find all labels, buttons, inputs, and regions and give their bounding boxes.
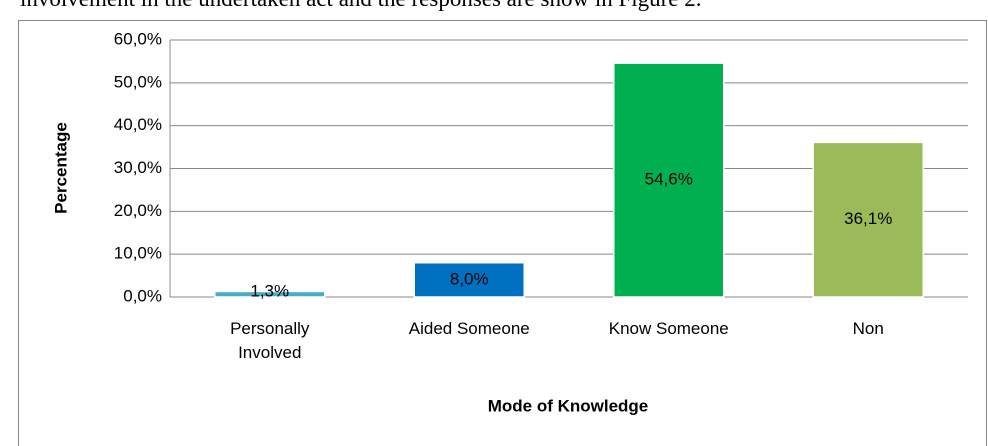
x-tick-label: Personally Involved xyxy=(230,319,310,362)
data-label: 54,6% xyxy=(645,170,693,189)
y-axis-label: Percentage xyxy=(51,122,70,214)
bar xyxy=(812,141,924,298)
preceding-text: involvement in the undertaken act and th… xyxy=(20,0,702,12)
data-label: 1,3% xyxy=(250,281,289,300)
y-tick-label: 20,0% xyxy=(114,201,162,220)
x-tick-label: Non xyxy=(852,319,884,338)
bar xyxy=(613,62,725,298)
y-tick-label: 40,0% xyxy=(114,115,162,134)
x-axis-label: Mode of Knowledge xyxy=(488,396,649,415)
y-tick-label: 50,0% xyxy=(114,72,162,91)
x-tick-label: Know Someone xyxy=(608,319,729,338)
data-label: 36,1% xyxy=(844,209,892,228)
y-tick-label: 60,0% xyxy=(114,29,162,48)
chart-border xyxy=(18,20,987,446)
y-tick-label: 30,0% xyxy=(114,158,162,177)
data-label: 8,0% xyxy=(450,269,489,288)
x-tick-label: Aided Someone xyxy=(408,319,530,338)
y-tick-label: 10,0% xyxy=(114,244,162,263)
y-tick-label: 0,0% xyxy=(123,286,162,305)
bar xyxy=(214,290,326,298)
bar xyxy=(413,261,525,298)
